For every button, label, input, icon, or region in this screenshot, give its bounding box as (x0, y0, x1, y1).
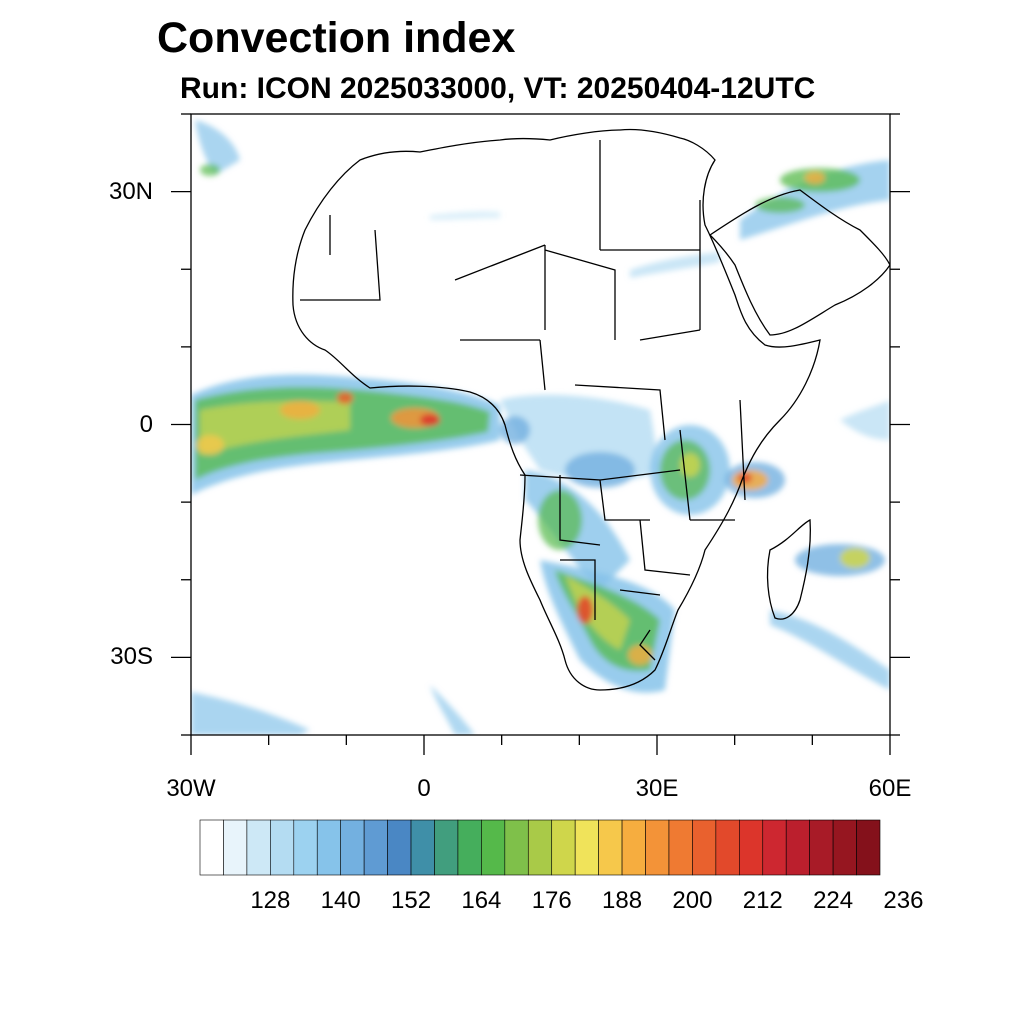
axis-ticks (171, 113, 910, 755)
lat-tick-label: 30N (108, 177, 153, 205)
colorbar-box (598, 819, 623, 876)
colorbar-box (387, 819, 412, 876)
colorbar-label: 236 (883, 887, 924, 914)
colorbar-box (551, 819, 576, 876)
chart-subtitle: Run: ICON 2025033000, VT: 20250404-12UTC (180, 72, 816, 105)
colorbar-box (410, 819, 435, 876)
colorbar-box (316, 819, 341, 876)
colorbar-box (457, 819, 482, 876)
colorbar-label: 164 (461, 887, 502, 914)
colorbar-label: 140 (320, 887, 361, 914)
colorbar-box (223, 819, 248, 876)
colorbar-label: 224 (813, 887, 854, 914)
colorbar-box (481, 819, 506, 876)
colorbar-label: 176 (531, 887, 572, 914)
colorbar-box (434, 819, 459, 876)
colorbar-label: 188 (602, 887, 643, 914)
colorbar-box (739, 819, 764, 876)
colorbar-box (199, 819, 224, 876)
colorbar-box (715, 819, 740, 876)
lon-tick-label: 30W (166, 775, 216, 802)
colorbar-box (809, 819, 834, 876)
colorbar-label: 200 (672, 887, 713, 914)
colorbar-box (856, 819, 881, 876)
colorbar-box (762, 819, 787, 876)
coastlines (292, 128, 890, 691)
colorbar-box (504, 819, 529, 876)
lon-tick-label: 30E (635, 775, 679, 802)
chart-title: Convection index (157, 14, 516, 62)
lon-tick-label: 0 (417, 775, 431, 802)
colorbar-box (270, 819, 295, 876)
colorbar-box (527, 819, 553, 876)
colorbar-box (832, 819, 857, 876)
colorbar-box (340, 819, 365, 876)
colorbar-label: 212 (742, 887, 783, 914)
colorbar-label: 128 (250, 887, 291, 914)
colorbar-box (246, 819, 271, 876)
colorbar-box (785, 819, 810, 876)
colorbar-label: 152 (391, 887, 432, 914)
colorbar (199, 819, 881, 876)
colorbar-box (692, 819, 717, 876)
colorbar-box (645, 819, 670, 876)
colorbar-box (363, 819, 388, 876)
lat-tick-label: 30S (110, 643, 153, 671)
lat-tick-label: 0 (139, 410, 153, 438)
colorbar-box (621, 819, 646, 876)
colorbar-box (668, 819, 693, 876)
convection-field (191, 120, 890, 735)
colorbar-box (574, 819, 599, 876)
colorbar-box (293, 819, 318, 876)
lon-tick-label: 60E (868, 775, 912, 802)
